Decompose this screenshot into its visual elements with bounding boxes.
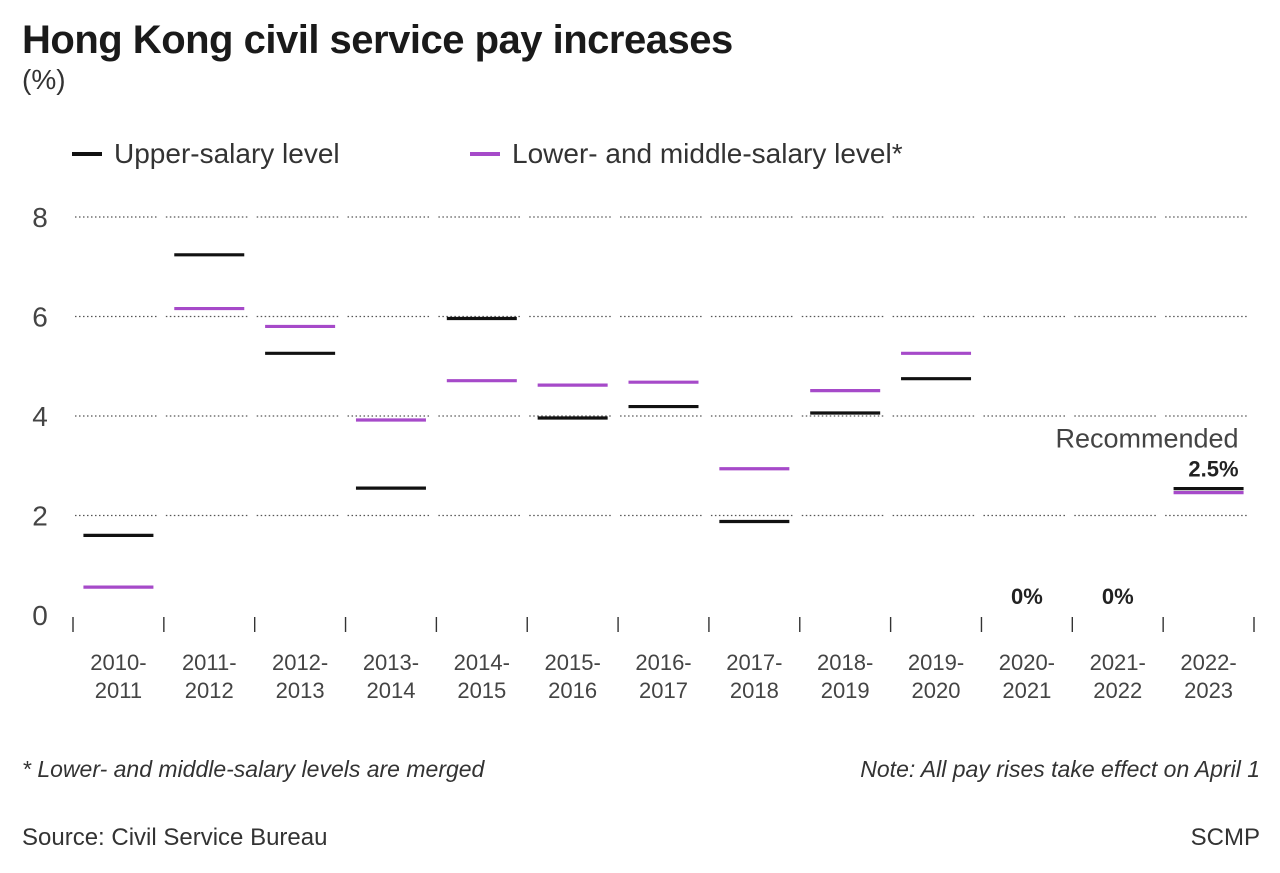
y-tick-label: 2 bbox=[32, 501, 48, 532]
x-tick-label: 2020-2021 bbox=[999, 650, 1055, 703]
x-tick-label: 2015-2016 bbox=[545, 650, 601, 703]
value-label: 0% bbox=[1102, 584, 1134, 609]
x-tick-label: 2016-2017 bbox=[635, 650, 691, 703]
annotation-label: Recommended bbox=[1055, 424, 1238, 454]
x-tick-label: 2019-2020 bbox=[908, 650, 964, 703]
y-tick-label: 8 bbox=[32, 202, 48, 233]
legend-item-lower-middle: Lower- and middle-salary level* bbox=[470, 136, 903, 172]
x-tick-label: 2017-2018 bbox=[726, 650, 782, 703]
footnote: * Lower- and middle-salary levels are me… bbox=[22, 756, 485, 782]
x-tick-label: 2022-2023 bbox=[1180, 650, 1236, 703]
value-label: 0% bbox=[1011, 584, 1043, 609]
y-tick-label: 6 bbox=[32, 302, 48, 333]
credit: SCMP bbox=[1190, 824, 1260, 851]
unit-label: (%) bbox=[22, 64, 66, 95]
x-tick-label: 2021-2022 bbox=[1090, 650, 1146, 703]
legend-swatch-upper bbox=[72, 152, 102, 156]
legend-label-lower-middle: Lower- and middle-salary level* bbox=[512, 138, 903, 169]
x-tick-label: 2011-2012 bbox=[182, 650, 237, 703]
value-label: 2.5% bbox=[1188, 457, 1238, 482]
legend-item-upper: Upper-salary level bbox=[72, 136, 340, 172]
x-tick-label: 2012-2013 bbox=[272, 650, 328, 703]
note: Note: All pay rises take effect on April… bbox=[860, 756, 1260, 782]
x-tick-label: 2018-2019 bbox=[817, 650, 873, 703]
chart-title: Hong Kong civil service pay increases bbox=[22, 18, 733, 62]
legend-label-upper: Upper-salary level bbox=[114, 138, 340, 169]
y-tick-label: 4 bbox=[32, 401, 48, 432]
legend-swatch-lower-middle bbox=[470, 152, 500, 156]
x-tick-label: 2013-2014 bbox=[363, 650, 419, 703]
x-tick-label: 2014-2015 bbox=[454, 650, 510, 703]
x-tick-label: 2010-2011 bbox=[90, 650, 146, 703]
source: Source: Civil Service Bureau bbox=[22, 824, 328, 851]
y-tick-label: 0 bbox=[32, 600, 48, 631]
